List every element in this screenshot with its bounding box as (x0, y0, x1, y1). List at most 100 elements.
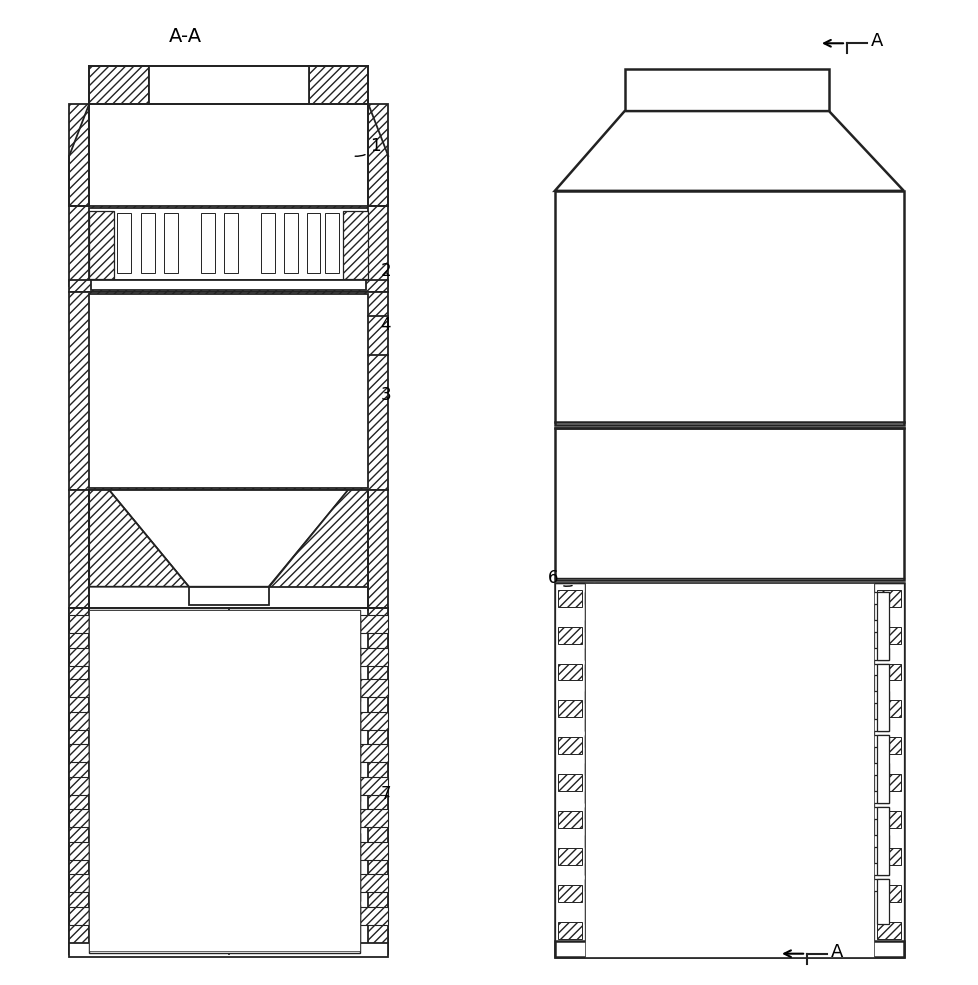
Bar (141, 213, 155, 273)
Bar (557, 626, 581, 643)
Bar (584, 647, 729, 660)
Bar (89, 717, 234, 729)
Bar (360, 874, 388, 891)
Bar (348, 618, 360, 686)
Bar (555, 191, 903, 426)
Bar (260, 213, 275, 273)
Text: A: A (830, 943, 842, 960)
Polygon shape (109, 490, 348, 587)
Bar (215, 690, 360, 701)
Bar (215, 833, 360, 845)
Bar (584, 807, 729, 820)
Bar (876, 738, 900, 755)
Bar (89, 208, 368, 282)
Bar (557, 922, 581, 939)
Bar (69, 608, 89, 953)
Bar (876, 664, 888, 731)
Text: 2: 2 (379, 262, 390, 280)
Bar (584, 879, 596, 924)
Text: A-A: A-A (169, 27, 202, 45)
Bar (584, 863, 729, 875)
Bar (555, 583, 903, 956)
Bar (69, 712, 97, 730)
Bar (584, 583, 873, 956)
Text: 4: 4 (379, 316, 390, 335)
Bar (743, 807, 888, 820)
Bar (555, 941, 903, 956)
Bar (743, 620, 888, 631)
Bar (584, 664, 729, 676)
Bar (89, 610, 360, 951)
Polygon shape (368, 104, 388, 206)
Bar (557, 738, 581, 755)
Bar (584, 736, 596, 803)
Bar (743, 592, 888, 604)
Bar (215, 861, 360, 873)
Bar (89, 690, 234, 701)
Bar (89, 746, 234, 757)
Bar (215, 888, 360, 901)
Bar (557, 590, 581, 607)
Bar (584, 807, 596, 875)
Bar (89, 674, 234, 686)
Bar (101, 624, 296, 685)
Bar (876, 807, 888, 875)
Bar (215, 618, 360, 629)
Bar (89, 610, 360, 952)
Bar (89, 294, 368, 488)
Bar (360, 777, 388, 795)
Bar (360, 842, 388, 860)
Bar (584, 791, 729, 803)
Bar (89, 789, 234, 801)
Bar (69, 680, 97, 697)
Bar (101, 719, 296, 779)
Bar (69, 608, 388, 953)
Bar (89, 799, 308, 879)
Bar (91, 280, 366, 290)
Bar (89, 690, 101, 757)
Bar (584, 719, 729, 731)
Bar (325, 213, 339, 273)
Bar (215, 746, 360, 757)
Bar (89, 211, 114, 279)
Bar (101, 636, 260, 673)
Bar (584, 763, 729, 775)
Bar (89, 615, 318, 624)
Bar (360, 680, 388, 697)
Bar (743, 791, 888, 803)
Bar (360, 712, 388, 730)
Bar (360, 745, 388, 762)
Polygon shape (268, 490, 368, 587)
Bar (101, 821, 260, 857)
Bar (200, 213, 214, 273)
Bar (876, 700, 900, 717)
Bar (557, 885, 581, 902)
Bar (284, 213, 297, 273)
Bar (584, 691, 729, 703)
Bar (69, 842, 97, 860)
Bar (69, 777, 97, 795)
Bar (69, 943, 388, 956)
Bar (101, 809, 296, 869)
Bar (89, 761, 234, 773)
Text: A: A (870, 33, 882, 50)
Bar (584, 620, 729, 631)
Bar (69, 745, 97, 762)
Bar (584, 736, 729, 748)
Bar (348, 905, 360, 947)
Bar (743, 664, 888, 676)
Bar (360, 809, 388, 827)
Bar (215, 645, 360, 658)
Bar (348, 833, 360, 901)
Bar (163, 213, 178, 273)
Bar (360, 647, 388, 666)
Bar (876, 879, 888, 924)
Bar (557, 811, 581, 828)
Bar (876, 774, 900, 791)
Bar (308, 66, 368, 104)
Bar (557, 664, 581, 681)
Bar (876, 626, 900, 643)
Bar (348, 761, 360, 829)
Bar (624, 69, 828, 111)
Bar (89, 905, 360, 917)
